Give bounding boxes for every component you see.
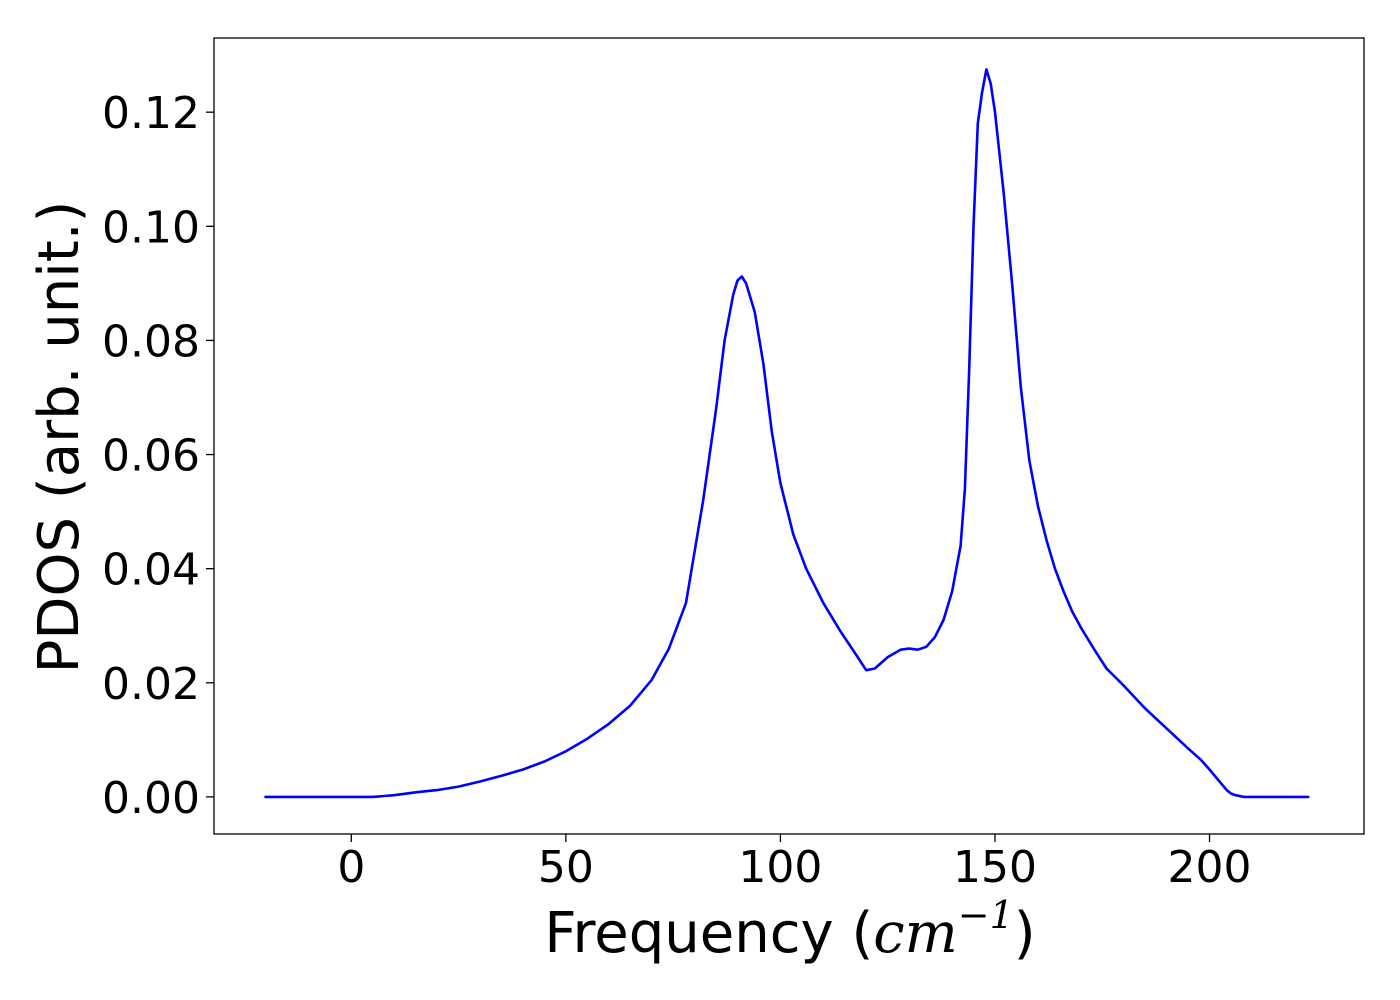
series-layer bbox=[264, 68, 1310, 799]
y-tick-label: 0.06 bbox=[102, 431, 200, 482]
x-axis-label-exponent: −1 bbox=[958, 893, 1014, 937]
y-tick-label: 0.02 bbox=[102, 659, 200, 710]
x-tick-label: 150 bbox=[953, 842, 1037, 893]
x-axis-ticks: 0 50 100 150 200 bbox=[337, 834, 1252, 893]
x-tick-label: 0 bbox=[337, 842, 365, 893]
y-axis-ticks: 0.00 0.02 0.04 0.06 0.08 0.10 0.12 bbox=[102, 88, 214, 824]
plot-area-frame bbox=[213, 37, 1365, 835]
y-tick-label: 0.04 bbox=[102, 545, 200, 596]
y-tick-label: 0.08 bbox=[102, 316, 200, 367]
y-axis-label: PDOS (arb. unit.) bbox=[27, 201, 92, 674]
series-line-0 bbox=[264, 68, 1310, 799]
y-tick-label: 0.00 bbox=[102, 773, 200, 824]
y-tick-label: 0.10 bbox=[102, 202, 200, 253]
x-tick-label: 50 bbox=[538, 842, 594, 893]
x-axis-label: Frequency (cm−1) bbox=[544, 893, 1035, 966]
y-tick-label: 0.12 bbox=[102, 88, 200, 139]
x-tick-label: 100 bbox=[738, 842, 822, 893]
x-axis-label-close: ) bbox=[1014, 901, 1036, 966]
x-axis-label-unit: cm bbox=[873, 901, 957, 966]
x-axis-label-text: Frequency ( bbox=[544, 901, 873, 966]
x-tick-label: 200 bbox=[1168, 842, 1252, 893]
